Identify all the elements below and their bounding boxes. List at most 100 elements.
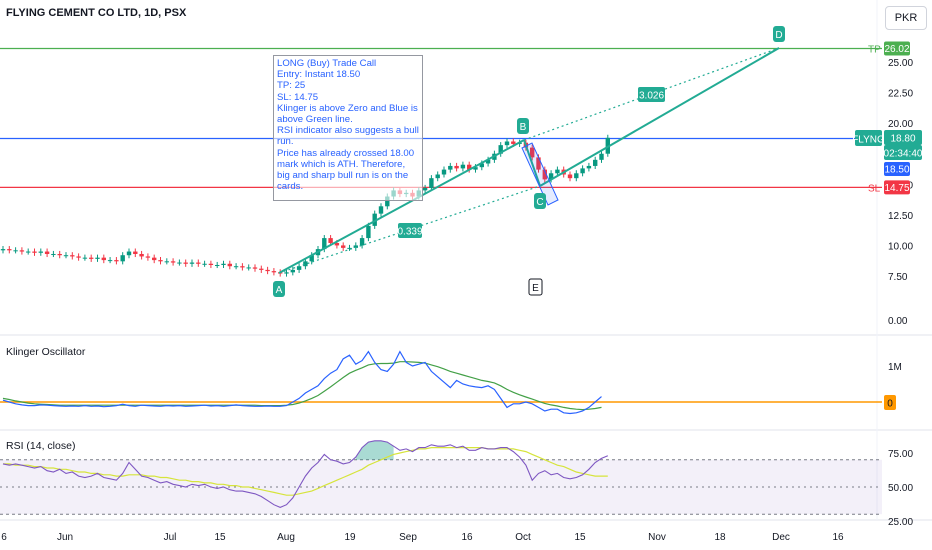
candle <box>429 178 434 188</box>
time-tick-label: Sep <box>399 532 417 543</box>
trade-call-note[interactable]: LONG (Buy) Trade Call Entry: Instant 18.… <box>273 55 423 201</box>
candle <box>183 262 188 264</box>
candle <box>246 267 251 269</box>
time-tick-label: Jun <box>57 532 73 543</box>
candle <box>152 257 157 261</box>
candle <box>240 266 245 268</box>
rsi-tick-label: 75.00 <box>888 449 913 460</box>
price-tick-label: 20.00 <box>888 119 913 130</box>
candle <box>38 251 43 253</box>
time-tick-label: 18 <box>714 532 726 543</box>
candle <box>164 261 169 263</box>
candle <box>599 153 604 160</box>
candle <box>498 145 503 154</box>
candle <box>126 251 132 256</box>
candle <box>359 238 365 246</box>
entry-price-badge-bg <box>884 162 910 176</box>
channel-drawing <box>521 142 559 206</box>
price-tick-label: 12.50 <box>888 211 913 222</box>
countdown-badge: 02:34:40 <box>884 149 923 160</box>
point-marker-d: D <box>775 30 782 41</box>
candle <box>7 249 12 251</box>
symbol-badge: FLYNG <box>852 135 885 146</box>
candle <box>158 260 163 262</box>
point-marker-bg <box>534 193 546 209</box>
rsi-tick-label: 50.00 <box>888 483 913 494</box>
klinger-zero-badge-bg <box>884 395 896 410</box>
candle <box>309 255 314 262</box>
candle <box>265 269 270 272</box>
point-marker-a: A <box>276 285 283 296</box>
time-tick-label: 15 <box>574 532 586 543</box>
cd-leg <box>539 47 780 187</box>
symbol-badge-bg <box>855 130 882 146</box>
klinger-line <box>2 350 602 415</box>
point-marker-e: E <box>532 283 539 294</box>
candle <box>555 169 560 174</box>
candle <box>353 245 358 248</box>
time-tick-label: 16 <box>832 532 844 543</box>
candle <box>536 157 541 170</box>
candle <box>82 257 88 259</box>
tp-label: TP <box>868 45 881 56</box>
candle <box>227 263 232 267</box>
candle <box>347 247 352 249</box>
candle <box>170 261 176 263</box>
candle <box>485 159 491 164</box>
candle <box>26 251 31 253</box>
candle <box>303 261 308 267</box>
time-tick-label: 15 <box>214 532 226 543</box>
candle <box>63 255 69 257</box>
sl-price-badge-bg <box>884 180 910 195</box>
candle <box>76 256 81 258</box>
rsi-band <box>0 459 882 515</box>
candle <box>145 256 151 258</box>
candle <box>114 260 119 262</box>
candle <box>13 250 18 252</box>
candle <box>530 147 535 158</box>
candle <box>233 266 239 268</box>
entry-price-badge: 18.50 <box>884 165 909 176</box>
candle <box>385 196 390 207</box>
time-tick-label: Jul <box>164 532 177 543</box>
klinger-zero-badge: 0 <box>887 399 893 410</box>
sl-price-badge: 14.75 <box>884 183 909 194</box>
candle <box>479 163 484 168</box>
candle <box>378 206 384 214</box>
candle <box>548 173 554 180</box>
tp-price-badge-bg <box>884 41 910 56</box>
candle <box>57 253 62 256</box>
candle <box>208 263 214 265</box>
candle <box>284 272 289 274</box>
candle <box>215 264 220 266</box>
candle <box>95 257 100 259</box>
price-tick-label: 0.00 <box>888 316 908 327</box>
candle <box>366 225 371 239</box>
candle <box>296 266 302 270</box>
ratio-label-bd-bg <box>638 87 665 102</box>
candle <box>196 262 201 264</box>
currency-selector[interactable]: PKR <box>885 6 927 30</box>
candle <box>341 245 346 248</box>
rsi-ma-line <box>3 447 608 496</box>
candle <box>504 141 510 146</box>
candle <box>70 255 75 257</box>
candle <box>221 263 226 265</box>
time-tick-label: 19 <box>344 532 356 543</box>
candle <box>593 159 598 166</box>
candle <box>328 238 333 243</box>
bc-leg <box>523 139 541 187</box>
point-marker-bg <box>773 26 785 42</box>
candle <box>252 267 258 269</box>
candle <box>322 238 327 250</box>
candle <box>435 174 440 179</box>
candle <box>580 168 585 174</box>
time-tick-label: Aug <box>277 532 295 543</box>
candle <box>542 169 547 180</box>
last-price-badge-bg <box>884 130 922 145</box>
candle <box>0 249 6 251</box>
candle <box>586 165 592 169</box>
candle <box>139 253 144 257</box>
price-tick-label: 25.00 <box>888 58 913 69</box>
